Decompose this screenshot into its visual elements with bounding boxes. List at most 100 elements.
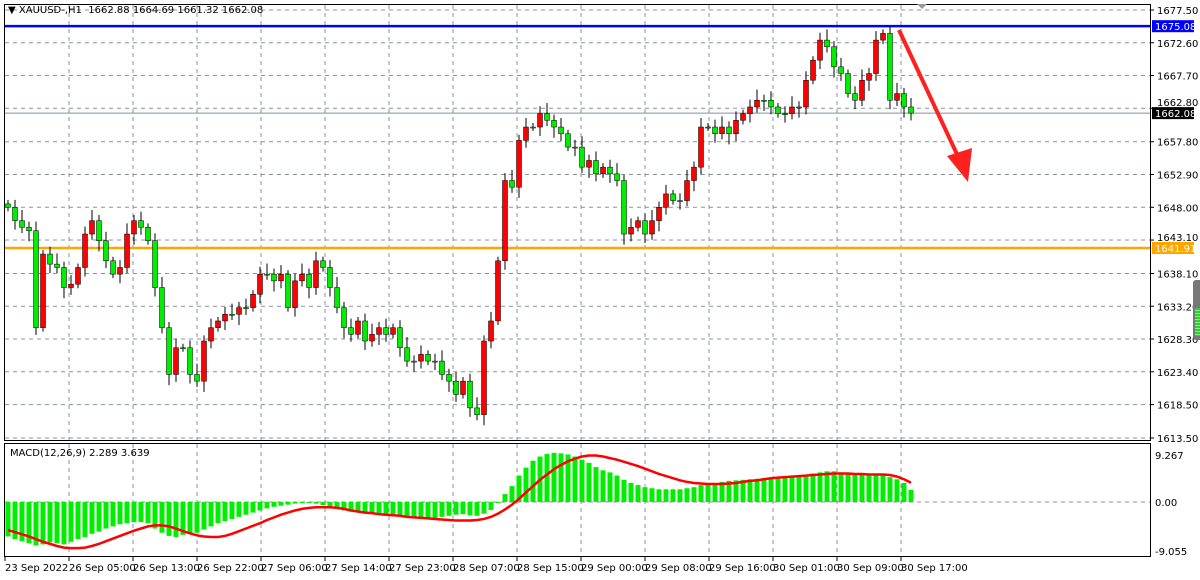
bull-candle (628, 227, 634, 235)
macd-histogram-bar (306, 502, 312, 504)
bear-candle (26, 227, 32, 231)
price-tag-label: 1675.08 (1155, 22, 1196, 33)
x-tick-label: 26 Sep 22:00 (197, 563, 264, 574)
bear-candle (453, 380, 459, 395)
bear-candle (145, 227, 151, 241)
macd-histogram-bar (614, 475, 620, 502)
x-tick-label: 27 Sep 14:00 (325, 563, 392, 574)
macd-histogram-bar (803, 474, 809, 502)
macd-histogram-bar (425, 502, 431, 519)
macd-label: MACD(12,26,9) 2.289 3.639 (10, 448, 150, 459)
macd-histogram-bar (180, 502, 186, 535)
macd-histogram-bar (19, 502, 25, 542)
bear-candle (509, 180, 515, 188)
macd-histogram-bar (194, 502, 200, 533)
bear-candle (96, 220, 102, 241)
ohlc-readout: 1662.88 1664.69 1661.32 1662.08 (88, 5, 264, 16)
macd-histogram-bar (761, 478, 767, 502)
bull-candle (481, 340, 487, 415)
macd-histogram-bar (201, 502, 207, 530)
bull-candle (278, 273, 284, 282)
bull-candle (733, 120, 739, 134)
vertical-scrollbar[interactable] (1193, 280, 1200, 340)
macd-histogram-bar (271, 502, 277, 507)
bull-candle (635, 220, 641, 228)
macd-histogram-bar (5, 502, 11, 537)
bull-candle (586, 160, 592, 168)
bear-candle (103, 240, 109, 262)
bull-candle (40, 253, 46, 328)
price-tag-label: 1662.08 (1155, 109, 1196, 120)
macd-histogram-bar (544, 453, 550, 502)
macd-histogram-bar (103, 502, 109, 529)
collapse-triangle-icon[interactable]: ▼ (8, 5, 19, 16)
bear-candle (558, 126, 564, 134)
bull-candle (369, 334, 375, 342)
x-tick-label: 30 Sep 17:00 (901, 563, 968, 574)
bear-candle (677, 200, 683, 202)
bear-candle (761, 100, 767, 102)
bear-candle (467, 380, 473, 409)
macd-histogram-bar (495, 502, 501, 504)
macd-histogram-bar (635, 485, 641, 502)
bull-candle (663, 193, 669, 208)
macd-histogram-bar (894, 479, 900, 502)
macd-histogram-bar (397, 502, 403, 517)
bear-candle (243, 307, 249, 309)
bear-candle (775, 106, 781, 114)
bear-candle (61, 267, 67, 288)
bear-candle (621, 180, 627, 235)
macd-histogram-bar (509, 486, 515, 502)
macd-histogram-bar (859, 474, 865, 502)
bull-candle (691, 166, 697, 181)
macd-histogram-bar (166, 502, 172, 536)
x-tick-label: 30 Sep 09:00 (837, 563, 904, 574)
bear-candle (712, 126, 718, 134)
macd-histogram-bar (61, 502, 67, 545)
macd-histogram-bar (390, 502, 396, 516)
macd-histogram-bar (47, 502, 53, 543)
macd-histogram-bar (481, 502, 487, 514)
bull-candle (117, 267, 123, 275)
macd-histogram-bar (68, 502, 74, 542)
y-tick-label: 1667.70 (1157, 72, 1198, 83)
bear-candle (831, 46, 837, 68)
bear-candle (47, 253, 53, 265)
bear-candle (726, 126, 732, 134)
y-tick-label: 1638.10 (1157, 269, 1198, 280)
macd-histogram-bar (810, 473, 816, 502)
macd-histogram-bar (299, 502, 305, 504)
bear-candle (12, 207, 18, 221)
macd-histogram-bar (75, 502, 81, 540)
bull-candle (215, 320, 221, 328)
bull-candle (803, 79, 809, 108)
bear-candle (383, 327, 389, 335)
macd-histogram-bar (852, 474, 858, 502)
bear-candle (705, 126, 711, 129)
macd-histogram-bar (719, 481, 725, 502)
macd-histogram-bar (82, 502, 88, 537)
bear-candle (404, 347, 410, 362)
bull-candle (754, 100, 760, 108)
macd-histogram-bar (502, 494, 508, 502)
macd-histogram-bar (593, 467, 599, 502)
bear-candle (334, 287, 340, 308)
bull-candle (124, 233, 130, 268)
bull-candle (894, 93, 900, 101)
shift-marker-icon[interactable] (917, 4, 927, 9)
bull-candle (810, 59, 816, 81)
bull-candle (523, 126, 529, 141)
macd-histogram-bar (229, 502, 235, 519)
bear-candle (194, 374, 200, 382)
macd-histogram-bar (523, 467, 529, 502)
bear-candle (908, 106, 914, 114)
bull-candle (292, 280, 298, 308)
macd-histogram-bar (691, 487, 697, 502)
macd-histogram-bar (117, 502, 123, 525)
macd-tick-label: 9.267 (1155, 451, 1184, 462)
macd-histogram-bar (369, 502, 375, 514)
bear-candle (425, 354, 431, 362)
down-arrow-annotation (897, 29, 972, 182)
macd-histogram-bar (138, 502, 144, 523)
